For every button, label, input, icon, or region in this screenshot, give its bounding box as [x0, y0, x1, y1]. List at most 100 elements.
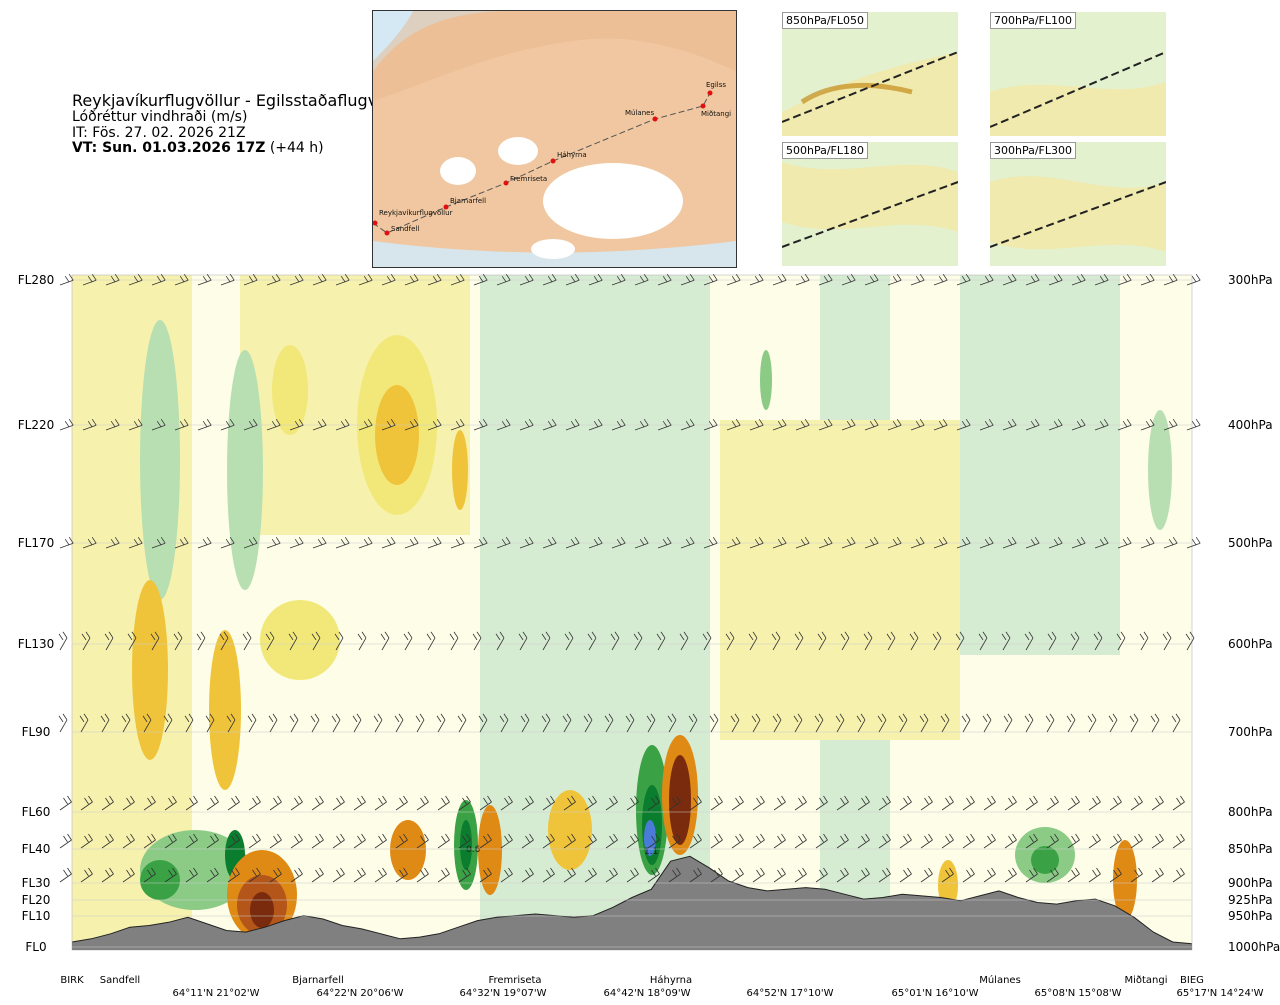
- wind-barb: [1129, 713, 1139, 733]
- wind-barb: [265, 631, 275, 651]
- mini-map-850[interactable]: 850hPa/FL050: [782, 12, 958, 136]
- y-axis-right: 300hPa 400hPa 500hPa 600hPa 700hPa 800hPa 850h…: [1228, 273, 1280, 954]
- wind-barb: [748, 631, 758, 651]
- wind-barb: [887, 418, 902, 431]
- wind-barb: [726, 418, 741, 431]
- wind-barb: [205, 713, 215, 733]
- wind-barb: [266, 418, 281, 431]
- wind-barb: [496, 273, 511, 286]
- map-station-marker: [550, 158, 556, 164]
- wind-barb: [416, 867, 429, 883]
- wind-barb: [59, 418, 74, 431]
- terrain-profile: [72, 855, 1192, 950]
- wind-barb: [79, 713, 89, 733]
- wind-barb: [82, 418, 97, 431]
- wind-barb: [500, 867, 513, 883]
- map-station-marker: [652, 116, 658, 122]
- cell-down-west4: [209, 630, 241, 790]
- wind-barb: [185, 795, 198, 811]
- mini-map-700[interactable]: 700hPa/FL100: [990, 12, 1166, 136]
- wind-barb: [122, 867, 135, 883]
- y-tick-label-fl: FL280: [18, 273, 55, 287]
- wind-barb: [395, 833, 408, 849]
- wind-barb: [243, 418, 258, 431]
- cell-up-low-fremri-core: [460, 820, 472, 870]
- x-coord-label: 64°32'N 19°07'W: [459, 988, 547, 999]
- wind-barb: [105, 418, 120, 431]
- wind-barb: [312, 536, 327, 549]
- wind-barb: [1130, 795, 1143, 811]
- wind-barb: [1004, 867, 1017, 883]
- mini-map-500[interactable]: 500hPa/FL180: [782, 142, 958, 266]
- wind-barb: [242, 631, 252, 651]
- wind-barb: [877, 713, 887, 733]
- wind-barb: [1088, 867, 1101, 883]
- map-station-label: Háhyrna: [557, 151, 587, 159]
- wind-barb: [58, 713, 68, 733]
- wind-barb: [864, 418, 879, 431]
- y-axis-left: FL280 FL220 FL170 FL130 FL90 FL60 FL40 FL30 FL20…: [18, 273, 1192, 954]
- wind-barb: [887, 536, 902, 549]
- cell-down-hahyrna-core: [669, 755, 691, 845]
- wind-barb: [334, 631, 344, 651]
- wind-barb: [427, 273, 442, 286]
- wind-barb: [562, 713, 572, 733]
- wind-barb: [955, 631, 965, 651]
- wind-barb: [726, 536, 741, 549]
- wind-barb: [59, 536, 74, 549]
- wind-barb: [197, 536, 212, 549]
- map-station-marker: [384, 230, 390, 236]
- wind-barb: [1003, 713, 1013, 733]
- wind-barb: [899, 795, 912, 811]
- wind-barb: [940, 713, 950, 733]
- cell-down-low-mid2: [548, 790, 592, 870]
- wind-barb: [633, 631, 643, 651]
- wind-barb: [395, 867, 408, 883]
- wind-barb: [1066, 713, 1076, 733]
- mini-map-300[interactable]: 300hPa/FL300: [990, 142, 1166, 266]
- wind-barb: [164, 795, 177, 811]
- wind-barb: [518, 631, 528, 651]
- wind-barb: [563, 867, 576, 883]
- wind-barb: [1025, 867, 1038, 883]
- map-station-marker: [503, 180, 509, 186]
- wind-barb: [289, 536, 304, 549]
- cross-section-chart: 0.6 1.1 FL280 FL220 FL170 FL130 FL90 FL60 FL40…: [18, 273, 1280, 954]
- wind-barb: [479, 833, 492, 849]
- wind-barb: [856, 713, 866, 733]
- wind-barb: [752, 867, 765, 883]
- wind-barb: [310, 713, 320, 733]
- y-tick-label-pressure: 900hPa: [1228, 876, 1273, 890]
- y-tick-label-fl: FL20: [22, 893, 51, 907]
- cell-up-west: [227, 350, 263, 590]
- wind-barb: [519, 273, 534, 286]
- wind-barb: [983, 795, 996, 811]
- wind-barb: [416, 833, 429, 849]
- map-station-label: Bjarnarfell: [450, 197, 486, 205]
- wind-barb: [611, 536, 626, 549]
- wind-barb: [709, 713, 719, 733]
- wind-barb: [1047, 631, 1057, 651]
- contour-label: 0.6: [466, 845, 481, 855]
- wind-barb: [1046, 867, 1059, 883]
- wind-barb: [521, 833, 534, 849]
- wind-barb: [584, 795, 597, 811]
- wind-barb: [1071, 536, 1086, 549]
- wind-barb: [100, 713, 110, 733]
- wind-barb: [479, 867, 492, 883]
- wind-barb: [667, 713, 677, 733]
- wind-barb: [227, 833, 240, 849]
- wind-barb: [772, 713, 782, 733]
- wind-barb: [815, 833, 828, 849]
- wind-barb: [1025, 273, 1040, 286]
- wind-barb: [174, 273, 189, 286]
- wind-barb: [1109, 795, 1122, 811]
- wind-barb: [1171, 713, 1181, 733]
- x-station-label: Fremriseta: [488, 975, 542, 986]
- x-coord-label: 64°11'N 21°02'W: [172, 988, 260, 999]
- wind-barb: [983, 867, 996, 883]
- wind-barb: [220, 536, 235, 549]
- wind-barb: [496, 418, 511, 431]
- wind-barb: [1151, 795, 1164, 811]
- wind-barb: [174, 536, 189, 549]
